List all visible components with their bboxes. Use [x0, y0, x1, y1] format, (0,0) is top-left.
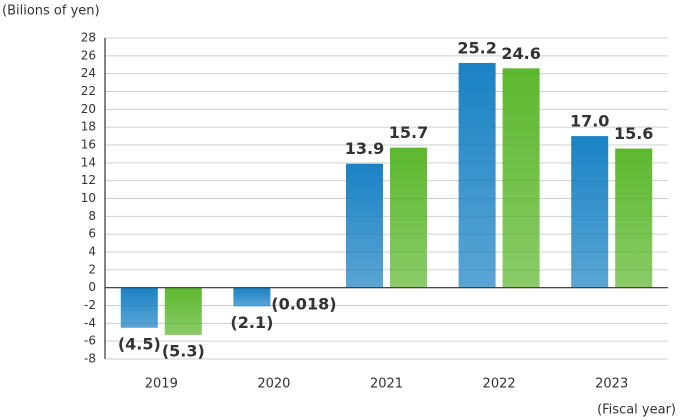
x-tick-label: 2021 [370, 377, 403, 392]
bar [120, 287, 158, 328]
bar [164, 287, 202, 335]
value-label: (5.3) [162, 341, 205, 360]
y-tick-label: 12 [81, 173, 96, 187]
value-label: 13.9 [345, 139, 384, 158]
value-label: 15.7 [389, 123, 428, 142]
x-tick-label: 2019 [145, 377, 178, 392]
bar [502, 68, 540, 288]
value-label: (2.1) [230, 313, 273, 332]
y-tick-label: 2 [88, 262, 96, 276]
y-tick-label: -6 [84, 334, 96, 348]
bar [346, 163, 383, 288]
y-tick-label: 14 [81, 155, 96, 169]
x-axis-title: (Fiscal year) [597, 403, 676, 418]
y-tick-label: 18 [81, 120, 96, 134]
x-tick-label: 2022 [483, 377, 516, 392]
bar [571, 136, 609, 288]
y-tick-label: 0 [88, 280, 96, 294]
value-label: 24.6 [501, 44, 540, 63]
y-tick-label: 20 [81, 102, 96, 116]
y-tick-label: 22 [81, 84, 96, 98]
value-label: 17.0 [570, 112, 609, 131]
value-label: (0.018) [271, 294, 336, 313]
y-tick-label: 28 [81, 31, 96, 45]
value-label: 25.2 [457, 38, 496, 57]
bar [233, 287, 271, 307]
y-tick-label: -2 [84, 298, 96, 312]
y-tick-label: 6 [88, 227, 96, 241]
y-tick-label: 10 [81, 191, 96, 205]
bar [458, 62, 496, 288]
y-tick-label: 8 [88, 209, 96, 223]
value-label: 15.6 [614, 124, 653, 143]
bar [390, 147, 427, 288]
y-tick-label: 26 [81, 48, 96, 62]
bar [615, 148, 653, 288]
y-tick-label: -4 [84, 316, 96, 330]
x-tick-label: 2023 [595, 377, 628, 392]
value-label: (4.5) [118, 334, 161, 353]
y-tick-label: -8 [84, 352, 96, 366]
y-tick-label: 24 [81, 66, 96, 80]
y-tick-label: 4 [88, 245, 96, 259]
y-axis-title: (Bilions of yen) [2, 4, 100, 19]
y-tick-label: 16 [81, 138, 96, 152]
x-tick-label: 2020 [257, 377, 290, 392]
